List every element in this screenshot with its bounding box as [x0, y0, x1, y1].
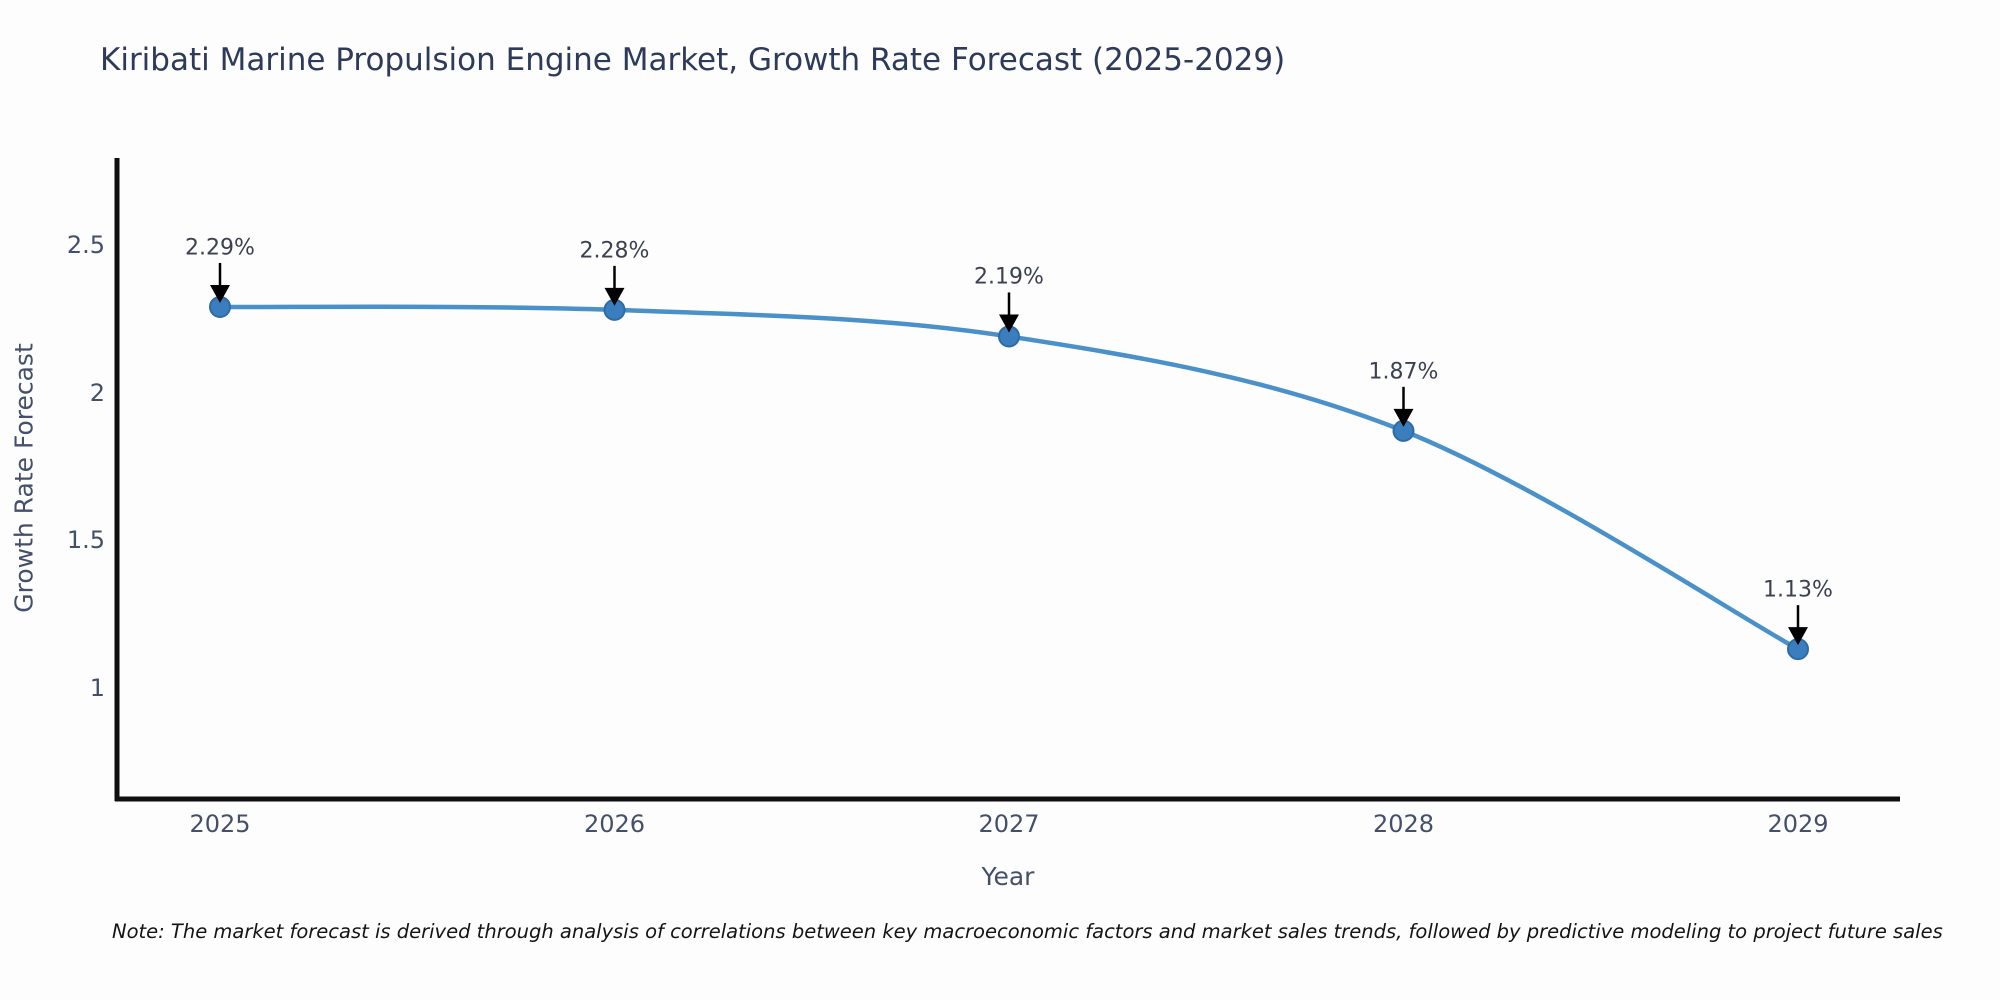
y-axis-title: Growth Rate Forecast — [9, 343, 39, 613]
axes — [114, 158, 1900, 802]
x-tick-label: 2028 — [1372, 810, 1435, 838]
footnote: Note: The market forecast is derived thr… — [112, 920, 1943, 943]
y-tick-label: 1 — [89, 673, 105, 702]
point-value-label: 2.19% — [974, 264, 1044, 290]
y-tick-label: 2 — [89, 378, 105, 407]
y-tick-label: 1.5 — [66, 526, 105, 554]
x-tick-label: 2029 — [1767, 810, 1829, 838]
x-tick-label: 2027 — [978, 810, 1040, 838]
line-series — [209, 295, 1809, 661]
chart-title: Kiribati Marine Propulsion Engine Market… — [100, 42, 1286, 78]
y-tick-label: 2.5 — [66, 231, 105, 259]
point-value-label: 2.29% — [185, 235, 255, 261]
point-value-label: 2.28% — [579, 238, 650, 264]
point-value-label: 1.13% — [1763, 577, 1833, 603]
x-axis-title: Year — [981, 862, 1035, 891]
x-tick-label: 2025 — [189, 810, 251, 838]
annotation-arrows — [210, 262, 1808, 646]
x-tick-label: 2026 — [583, 810, 646, 838]
point-value-label: 1.87% — [1368, 359, 1439, 385]
